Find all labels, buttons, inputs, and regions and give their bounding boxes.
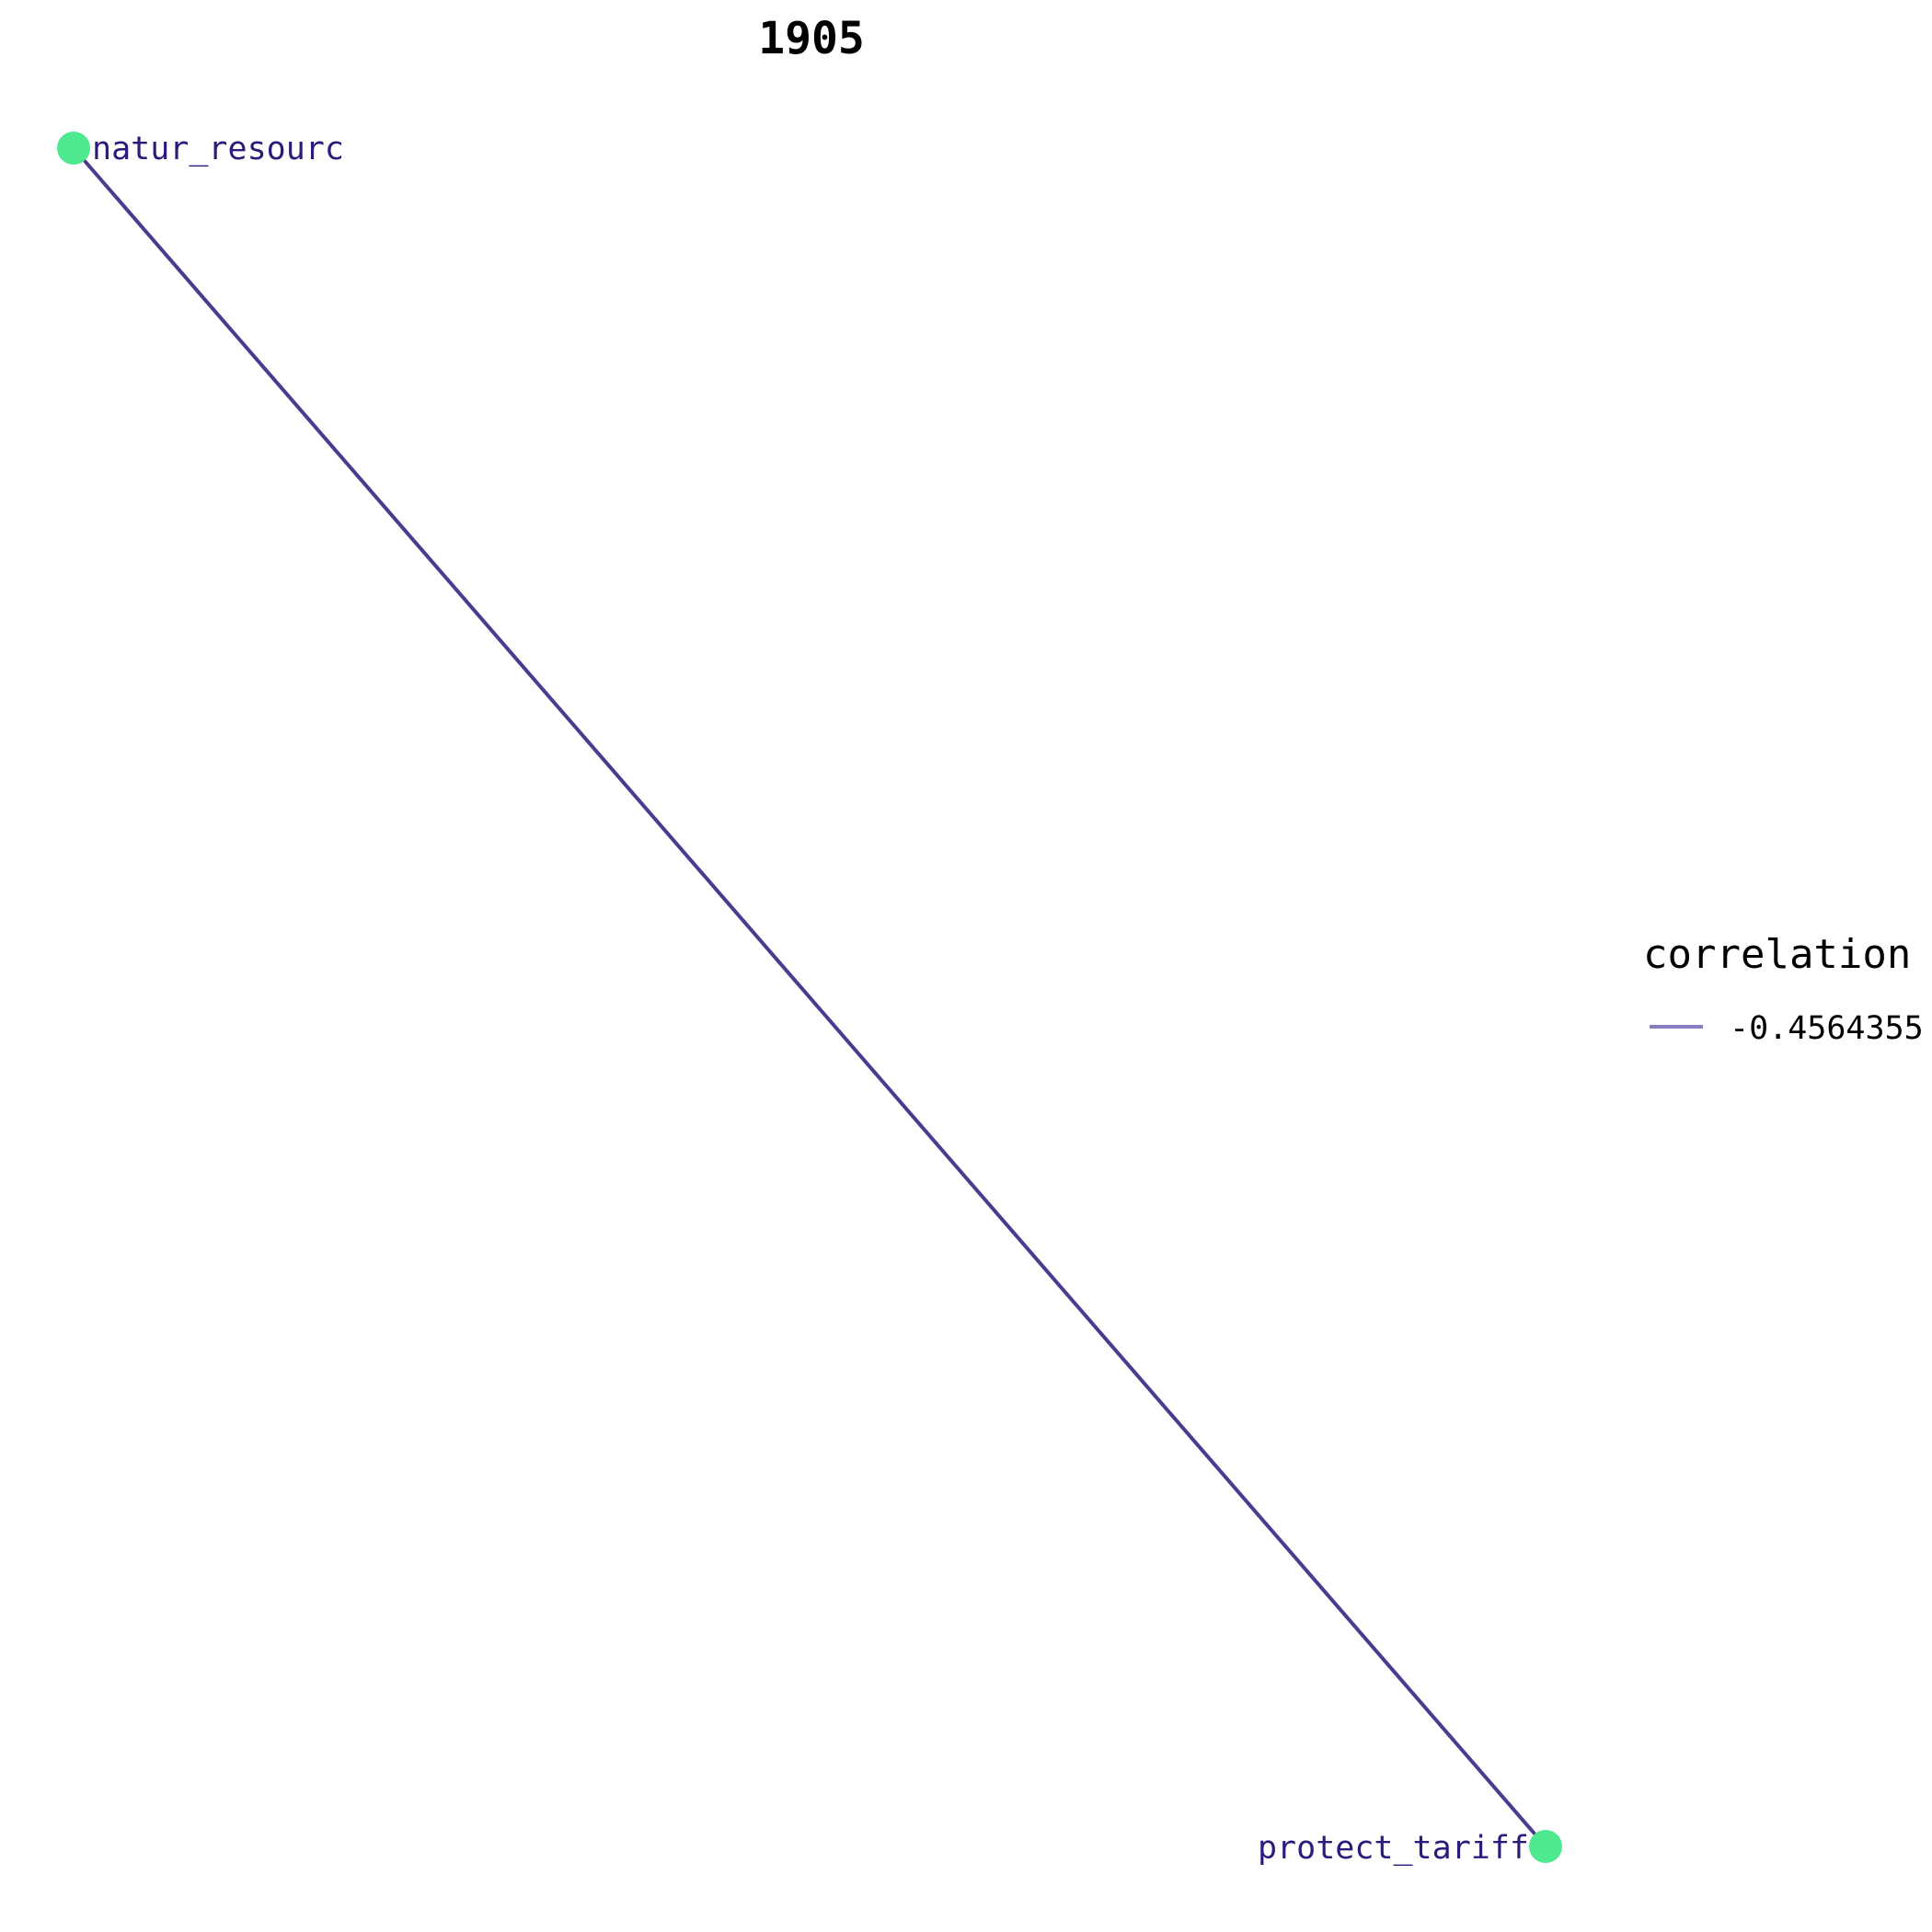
node-label-protect-tariff: protect_tariff	[1258, 1830, 1529, 1867]
edge-natur-resourc-protect-tariff	[72, 146, 1547, 1848]
node-natur-resourc	[57, 132, 90, 165]
graph-title: 1905	[758, 13, 865, 64]
legend-title: correlation	[1643, 931, 1911, 978]
node-protect-tariff	[1529, 1830, 1562, 1863]
legend-item-label: -0.4564355	[1730, 1010, 1924, 1047]
node-label-natur-resourc: natur_resourc	[92, 131, 344, 167]
legend: correlation -0.4564355	[1643, 931, 1924, 1047]
